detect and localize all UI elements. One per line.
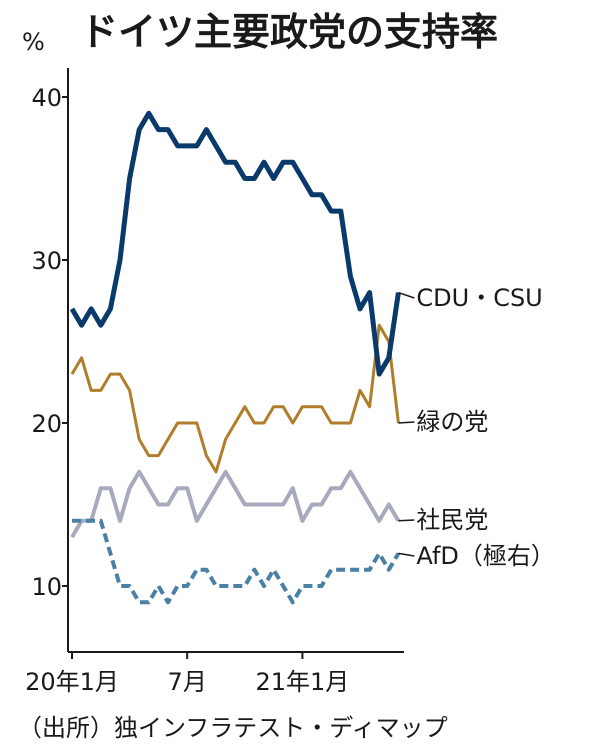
series-label-cdu: CDU・CSU: [416, 284, 542, 312]
x-tick-label: 7月: [168, 668, 207, 696]
series-label-leader-cdu: [398, 291, 415, 299]
x-tick-label: 21年1月: [255, 668, 349, 696]
y-tick-label: 20: [31, 410, 62, 438]
series-labels: 社民党 AfD（極右） 緑の党 CDU・CSU: [398, 284, 555, 570]
x-ticks: 20年1月 7月 21年1月: [25, 652, 349, 696]
axes: [67, 68, 404, 653]
series-label-leader-spd: [398, 519, 415, 522]
y-ticks: 10 20 30 40: [31, 84, 68, 601]
series-lines: [69, 110, 401, 605]
y-tick-label: 10: [31, 573, 62, 601]
series-label-afd: AfD（極右）: [416, 542, 555, 570]
x-tick-label: 20年1月: [25, 668, 119, 696]
series-label-green: 緑の党: [416, 408, 488, 436]
series-label-spd: 社民党: [416, 506, 488, 534]
y-axis-unit: %: [22, 28, 45, 56]
series-line-cdu: [69, 110, 401, 377]
series-label-leader-green: [398, 421, 415, 424]
chart-title: ドイツ主要政党の支持率: [80, 10, 498, 54]
series-line-afd: [72, 518, 401, 605]
series-label-leader-afd: [398, 552, 415, 557]
series-line-green: [70, 323, 400, 474]
chart-source: （出所）独インフラテスト・ディマップ: [18, 714, 448, 742]
series-line-spd: [70, 469, 401, 539]
y-tick-label: 40: [31, 84, 62, 112]
y-tick-label: 30: [31, 247, 62, 275]
